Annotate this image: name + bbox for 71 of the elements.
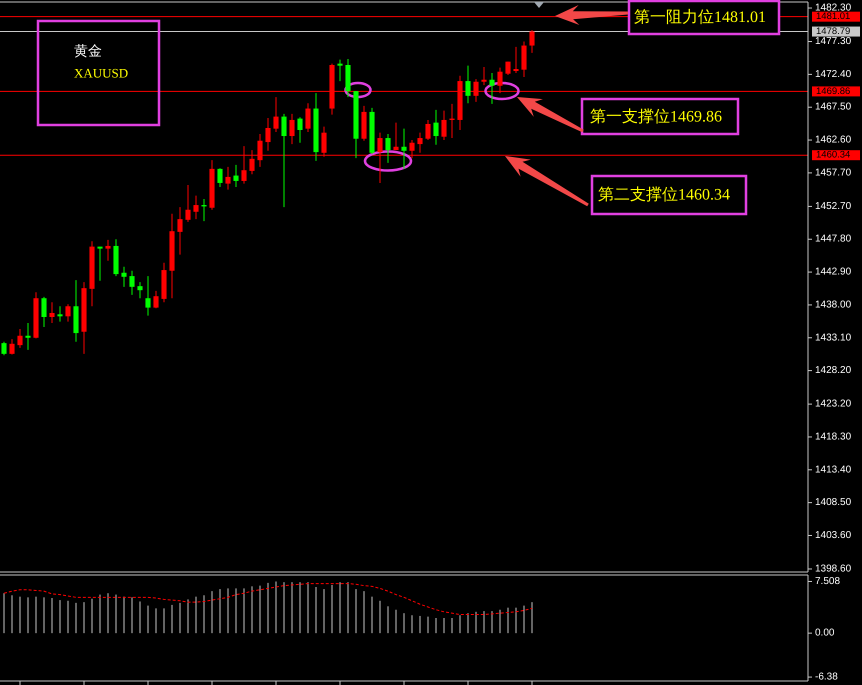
- y-tick-label: 1442.90: [815, 266, 852, 278]
- candlestick: [385, 134, 391, 164]
- line-series: [4, 583, 532, 616]
- text: 黄金: [74, 44, 102, 60]
- candlestick: [481, 66, 487, 86]
- candlestick: [489, 72, 495, 104]
- y-tick-label: 1433.10: [815, 332, 852, 344]
- candlestick: [529, 30, 535, 54]
- annotation: 第一支撑位1469.86: [590, 108, 722, 126]
- y-tick-label: 1472.40: [815, 68, 852, 80]
- annotation: 第二支撑位1460.34: [598, 186, 730, 204]
- candlestick: [297, 116, 303, 144]
- candlestick: [449, 103, 455, 139]
- candlestick: [225, 166, 231, 190]
- candlestick: [441, 110, 447, 141]
- y-tick-label: 1398.60: [815, 563, 852, 574]
- candlestick: [337, 59, 343, 82]
- candlestick: [65, 304, 71, 322]
- y-tick-label: 1418.30: [815, 431, 852, 442]
- candlestick: [25, 322, 31, 350]
- candlestick: [201, 198, 207, 222]
- candlestick: [465, 65, 471, 104]
- candlestick: [289, 113, 295, 145]
- candlestick: [185, 184, 191, 222]
- y-tick-label: 1428.20: [815, 365, 852, 376]
- y-tick-label: 1423.20: [815, 398, 852, 410]
- candlestick: [41, 296, 47, 328]
- y-tick-label: 1462.60: [815, 134, 852, 146]
- candlestick: [233, 164, 239, 188]
- candlestick: [505, 61, 511, 76]
- y-tick-label: 1457.70: [815, 167, 852, 178]
- y-tick-label: -6.38: [815, 672, 838, 683]
- y-tick-label: 1452.70: [815, 200, 852, 212]
- candlestick: [49, 302, 55, 324]
- candlestick: [305, 102, 311, 133]
- y-tick-label: 1438.00: [815, 299, 852, 310]
- candlestick: [129, 270, 135, 296]
- candlestick: [401, 128, 407, 170]
- candlestick: [145, 276, 151, 316]
- candlestick: [17, 328, 23, 348]
- candlestick: [105, 239, 111, 262]
- candlestick: [177, 206, 183, 256]
- y-tick-label: 1413.40: [815, 464, 852, 476]
- candlestick: [433, 109, 439, 146]
- ref-line-label: 1469.86: [816, 86, 850, 97]
- y-tick-label: 7.508: [815, 576, 840, 587]
- candlestick: [153, 290, 159, 309]
- y-tick-label: 1467.50: [815, 102, 852, 113]
- candlestick: [281, 113, 287, 208]
- candlestick: [57, 306, 63, 322]
- candlestick: [9, 338, 15, 356]
- y-tick-label: 1408.50: [815, 497, 852, 508]
- ref-line-label: 1460.34: [816, 150, 850, 161]
- candlestick: [97, 246, 103, 282]
- y-tick-label: 1477.30: [815, 36, 852, 48]
- candlestick: [273, 96, 279, 133]
- candlestick: [137, 282, 143, 299]
- candlestick: [513, 46, 519, 74]
- y-tick-label: 0.00: [815, 628, 835, 639]
- candlestick: [1, 341, 7, 356]
- y-tick-label: 1403.60: [815, 530, 852, 541]
- ref-line-label: 1481.01: [816, 11, 850, 22]
- ref-line-label: 1478.79: [816, 26, 850, 38]
- candlestick: [425, 119, 431, 141]
- candlestick: [265, 117, 271, 152]
- candlestick: [217, 168, 223, 188]
- candlestick: [121, 266, 127, 288]
- text: XAUUSD: [74, 66, 128, 80]
- candlestick: [193, 195, 199, 220]
- y-tick-label: 1447.80: [815, 234, 852, 245]
- annotation: 第一阻力位1481.01: [634, 8, 766, 26]
